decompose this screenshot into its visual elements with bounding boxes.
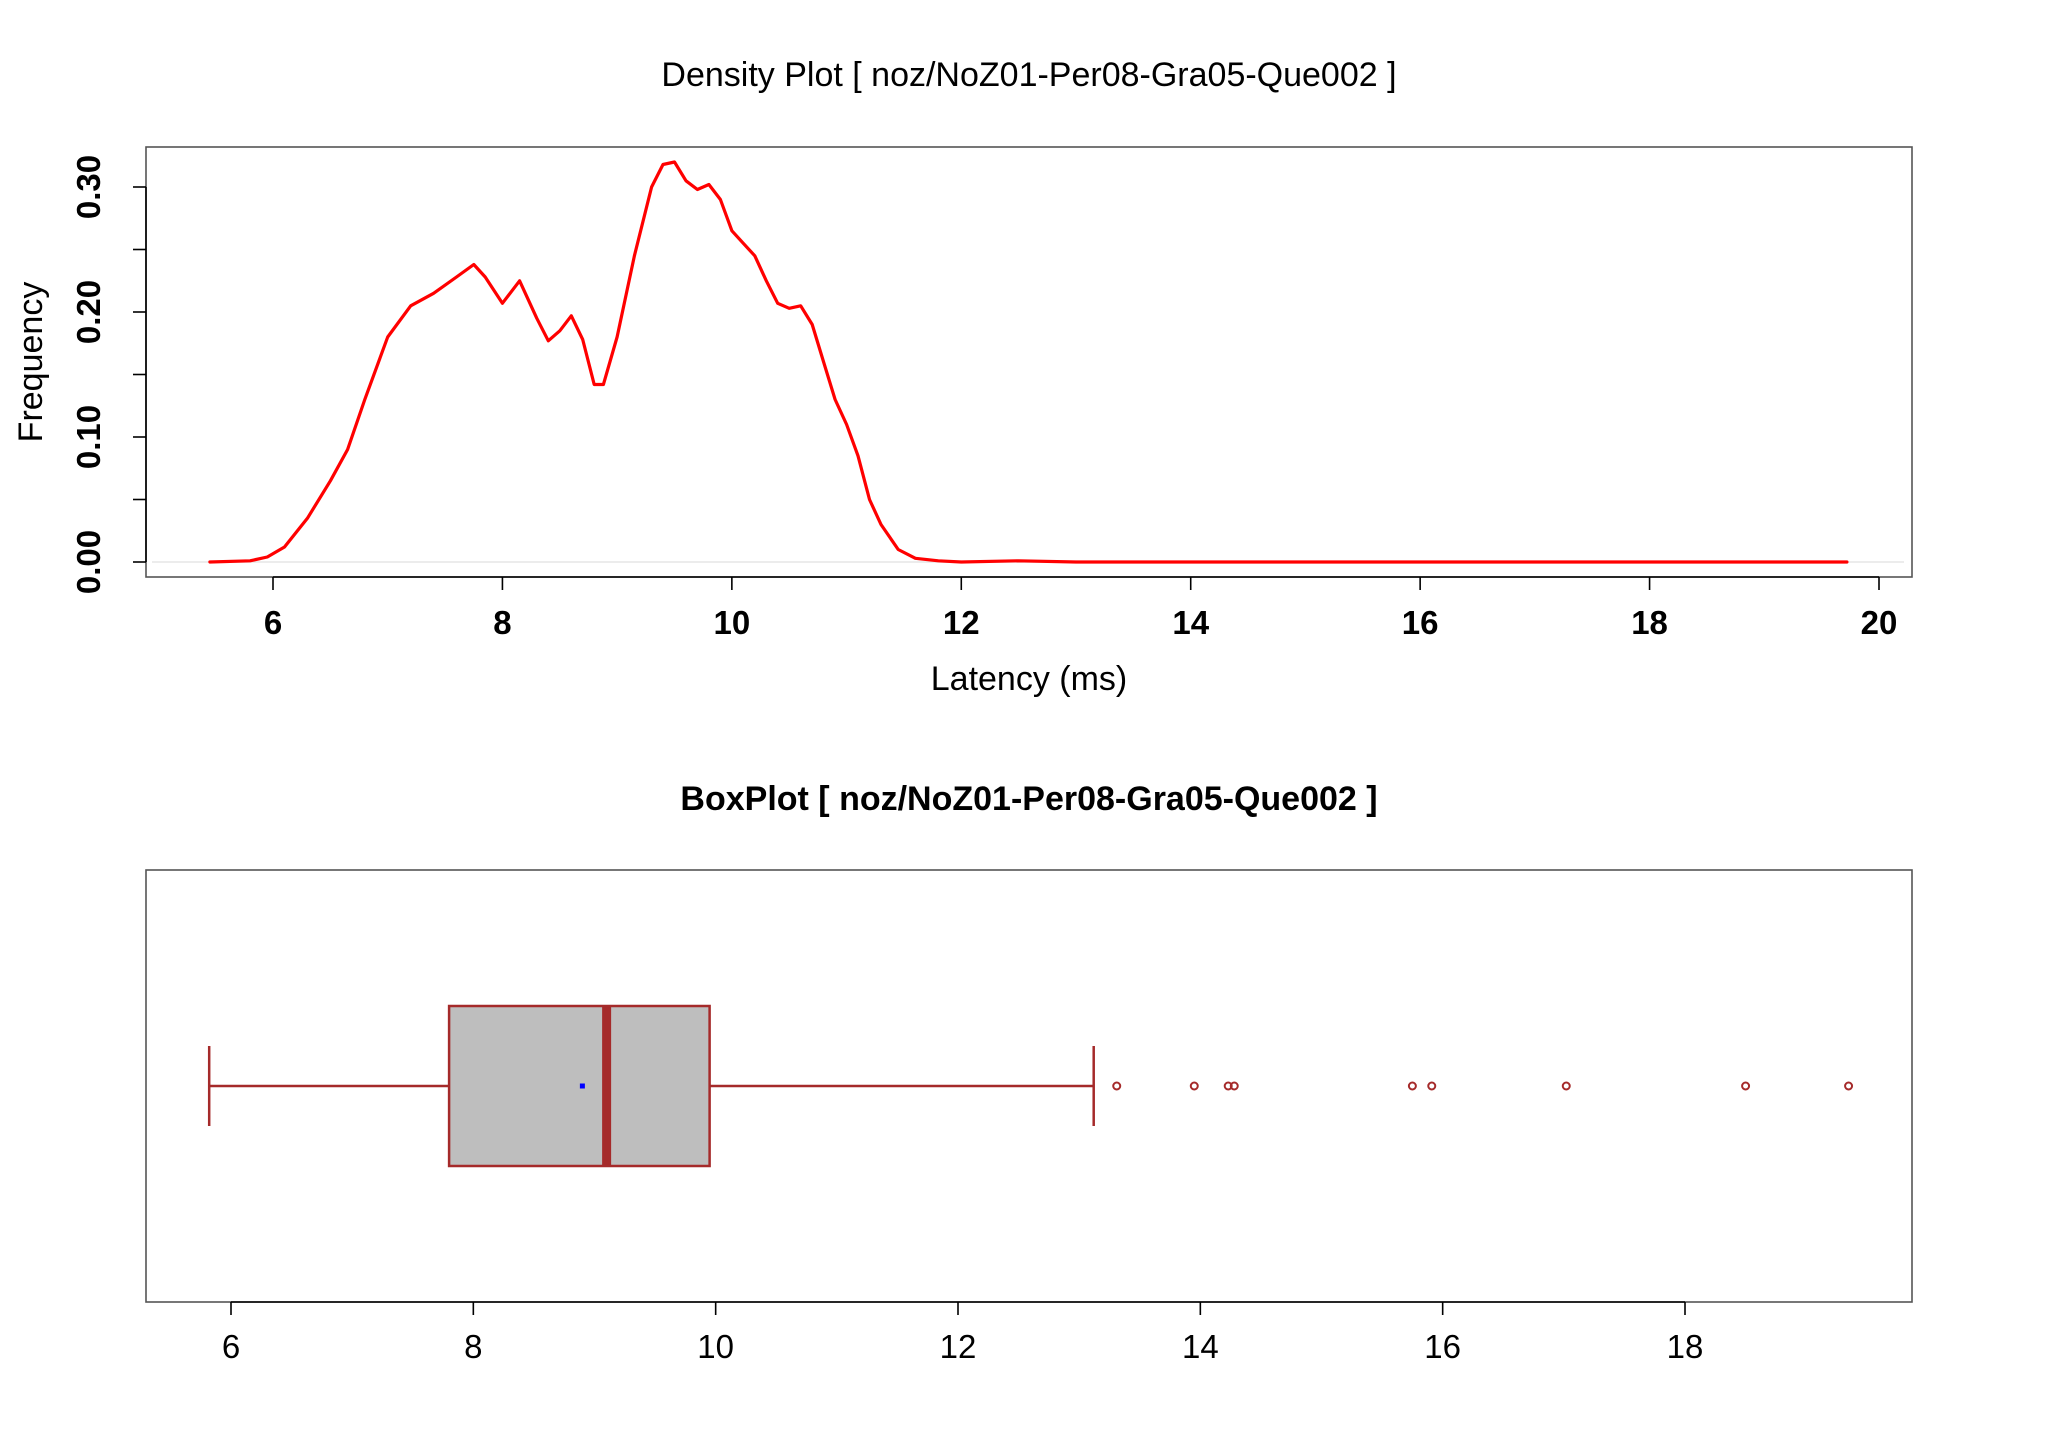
interquartile-box [447, 1004, 711, 1168]
density-title: Density Plot [ noz/NoZ01-Per08-Gra05-Que… [661, 56, 1396, 94]
outlier-point [1844, 1081, 1854, 1091]
boxplot-panel: BoxPlot [ noz/NoZ01-Per08-Gra05-Que002 ]… [145, 780, 1913, 1365]
density-panel: Density Plot [ noz/NoZ01-Per08-Gra05-Que… [12, 56, 1913, 698]
boxplot-marks [207, 1004, 1854, 1168]
boxplot-x-axis: 6 8 10 12 14 16 18 [222, 1301, 1704, 1365]
density-y-axis-label: Frequency [12, 282, 50, 443]
density-x-tick-label: 20 [1861, 604, 1898, 641]
boxplot-x-tick-label: 6 [222, 1328, 240, 1365]
density-y-tick-label: 0.30 [70, 155, 107, 219]
outlier-point [1189, 1081, 1199, 1091]
density-y-tick-label: 0.00 [70, 530, 107, 594]
density-x-tick-label: 6 [264, 604, 282, 641]
outlier-point [1741, 1081, 1751, 1091]
boxplot-x-tick-label: 18 [1667, 1328, 1704, 1365]
density-y-tick-label: 0.10 [70, 405, 107, 469]
density-x-axis: 6 8 10 12 14 16 18 20 [264, 576, 1898, 641]
boxplot-x-tick-label: 16 [1424, 1328, 1461, 1365]
boxplot-title: BoxPlot [ noz/NoZ01-Per08-Gra05-Que002 ] [680, 780, 1377, 818]
density-x-tick-label: 8 [493, 604, 511, 641]
density-x-axis-label: Latency (ms) [931, 660, 1128, 698]
outlier-point [1561, 1081, 1571, 1091]
outlier-point [1427, 1081, 1437, 1091]
outlier-point [1229, 1081, 1239, 1091]
density-y-axis: 0.00 0.10 0.20 0.30 [70, 155, 147, 594]
boxplot-x-tick-label: 8 [464, 1328, 482, 1365]
density-y-tick-label: 0.20 [70, 280, 107, 344]
boxplot-x-tick-label: 10 [697, 1328, 734, 1365]
density-curve [208, 160, 1849, 564]
mean-marker [579, 1083, 585, 1089]
density-x-tick-label: 12 [943, 604, 980, 641]
density-x-tick-label: 10 [713, 604, 750, 641]
outlier-point [1407, 1081, 1417, 1091]
density-x-tick-label: 14 [1172, 604, 1209, 641]
density-x-tick-label: 16 [1402, 604, 1439, 641]
boxplot-x-tick-label: 14 [1182, 1328, 1219, 1365]
outlier-point [1112, 1081, 1122, 1091]
density-x-tick-label: 18 [1631, 604, 1668, 641]
boxplot-x-tick-label: 12 [940, 1328, 977, 1365]
